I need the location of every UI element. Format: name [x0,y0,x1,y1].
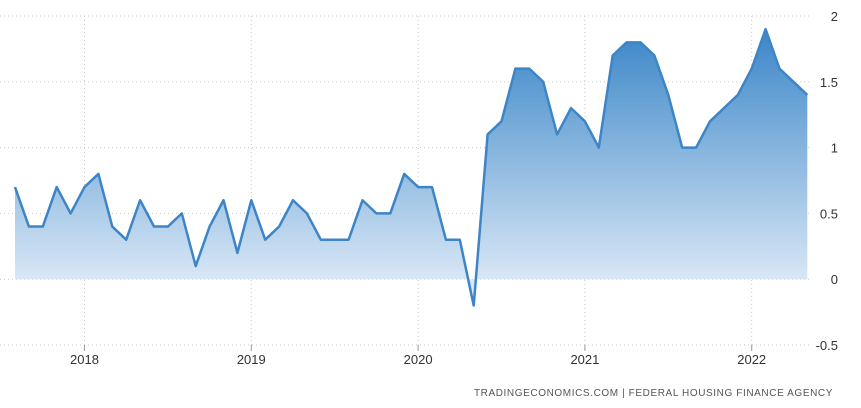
data-point [583,119,587,123]
data-point [222,198,226,202]
x-tick-label: 2018 [70,352,99,367]
data-point [55,185,59,189]
data-point [96,172,100,176]
data-point [277,225,281,229]
data-point [83,185,87,189]
x-tick-label: 2020 [404,352,433,367]
data-point [694,146,698,150]
data-point [41,225,45,229]
data-point [722,106,726,110]
data-point [750,67,754,71]
data-point [666,93,670,97]
data-point [27,225,31,229]
data-point [263,238,267,242]
x-tick-label: 2021 [570,352,599,367]
data-point [430,185,434,189]
data-point [13,185,17,189]
data-point [611,53,615,57]
data-point [166,225,170,229]
data-point [333,238,337,242]
y-tick-label: 0.5 [820,206,838,221]
y-axis-tick-labels: 2 1.5 1 0.5 0 -0.5 [816,9,838,353]
y-tick-label: 0 [831,272,838,287]
data-point [764,27,768,31]
data-point [138,198,142,202]
data-point [347,238,351,242]
data-point [500,119,504,123]
data-point [194,264,198,268]
data-point [708,119,712,123]
area-shape [15,29,808,306]
data-point [291,198,295,202]
data-point [736,93,740,97]
data-point [486,132,490,136]
data-point [805,93,809,97]
x-tick-label: 2019 [237,352,266,367]
data-point [541,80,545,84]
data-point [416,185,420,189]
data-point [235,251,239,255]
series-line-path [13,27,809,307]
series-line [13,27,809,307]
data-point [319,238,323,242]
data-point [472,304,476,308]
data-point [639,40,643,44]
data-point [569,106,573,110]
data-point [69,211,73,215]
data-point [388,211,392,215]
y-tick-label: 1 [831,141,838,156]
data-point [444,238,448,242]
data-point [152,225,156,229]
data-point [513,67,517,71]
data-point [402,172,406,176]
data-point [249,198,253,202]
data-point [180,211,184,215]
x-tick-label: 2022 [737,352,766,367]
data-point [652,53,656,57]
data-point [458,238,462,242]
data-point [680,146,684,150]
data-point [791,80,795,84]
data-point [625,40,629,44]
data-point [527,67,531,71]
data-point [110,225,114,229]
y-tick-label: -0.5 [816,338,838,353]
source-attribution: TRADINGECONOMICS.COM | FEDERAL HOUSING F… [473,388,833,399]
data-point [305,211,309,215]
data-point [124,238,128,242]
y-tick-label: 2 [831,9,838,24]
area-fill [15,29,808,306]
y-tick-label: 1.5 [820,75,838,90]
x-axis-tick-labels: 2018 2019 2020 2021 2022 [70,352,766,367]
data-point [597,146,601,150]
data-point [778,67,782,71]
data-point [361,198,365,202]
data-point [374,211,378,215]
data-point [208,225,212,229]
data-point [555,132,559,136]
